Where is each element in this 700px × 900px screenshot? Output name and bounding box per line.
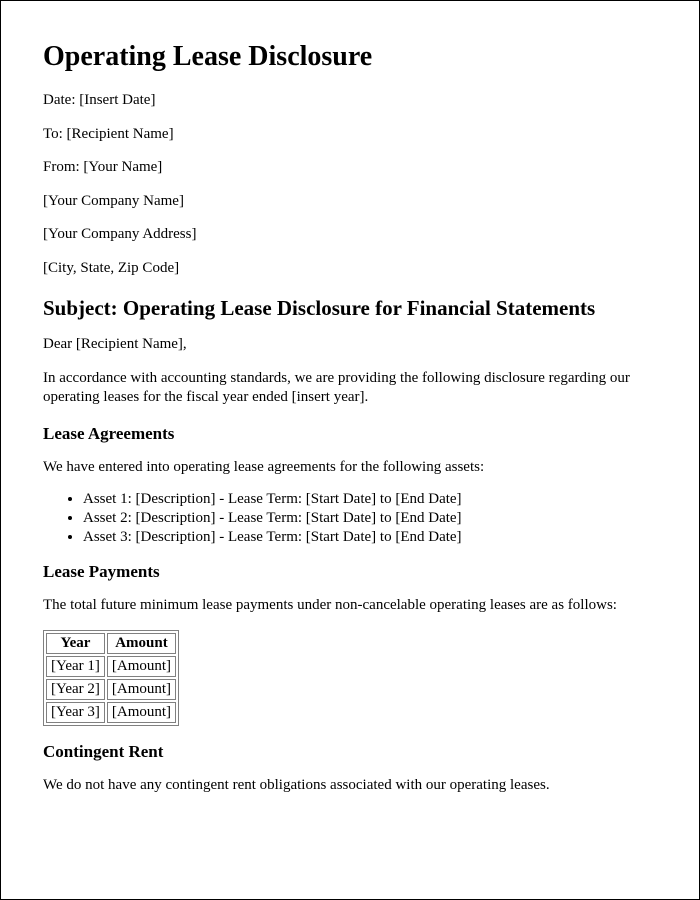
table-cell: [Year 1] (46, 656, 105, 677)
contingent-rent-text: We do not have any contingent rent oblig… (43, 776, 657, 796)
lease-agreements-intro: We have entered into operating lease agr… (43, 458, 657, 478)
list-item: Asset 1: [Description] - Lease Term: [St… (83, 491, 657, 508)
header-from: From: [Your Name] (43, 158, 657, 178)
contingent-rent-heading: Contingent Rent (43, 742, 657, 762)
table-cell: [Amount] (107, 656, 176, 677)
list-item: Asset 3: [Description] - Lease Term: [St… (83, 529, 657, 546)
header-to: To: [Recipient Name] (43, 125, 657, 145)
lease-agreements-heading: Lease Agreements (43, 424, 657, 444)
intro-paragraph: In accordance with accounting standards,… (43, 369, 657, 408)
table-header-row: Year Amount (46, 633, 176, 654)
table-row: [Year 3] [Amount] (46, 702, 176, 723)
subject-heading: Subject: Operating Lease Disclosure for … (43, 296, 657, 321)
table-cell: [Amount] (107, 702, 176, 723)
lease-payments-table: Year Amount [Year 1] [Amount] [Year 2] [… (43, 630, 179, 726)
table-row: [Year 1] [Amount] (46, 656, 176, 677)
salutation: Dear [Recipient Name], (43, 335, 657, 355)
document-page: Operating Lease Disclosure Date: [Insert… (0, 0, 700, 900)
table-cell: [Amount] (107, 679, 176, 700)
table-cell: [Year 2] (46, 679, 105, 700)
table-header-cell: Year (46, 633, 105, 654)
header-date: Date: [Insert Date] (43, 91, 657, 111)
page-title: Operating Lease Disclosure (43, 41, 657, 73)
table-cell: [Year 3] (46, 702, 105, 723)
list-item: Asset 2: [Description] - Lease Term: [St… (83, 510, 657, 527)
lease-payments-heading: Lease Payments (43, 562, 657, 582)
header-city-state-zip: [City, State, Zip Code] (43, 259, 657, 279)
table-row: [Year 2] [Amount] (46, 679, 176, 700)
header-company: [Your Company Name] (43, 192, 657, 212)
lease-agreements-list: Asset 1: [Description] - Lease Term: [St… (43, 491, 657, 546)
header-address: [Your Company Address] (43, 225, 657, 245)
table-header-cell: Amount (107, 633, 176, 654)
lease-payments-intro: The total future minimum lease payments … (43, 596, 657, 616)
